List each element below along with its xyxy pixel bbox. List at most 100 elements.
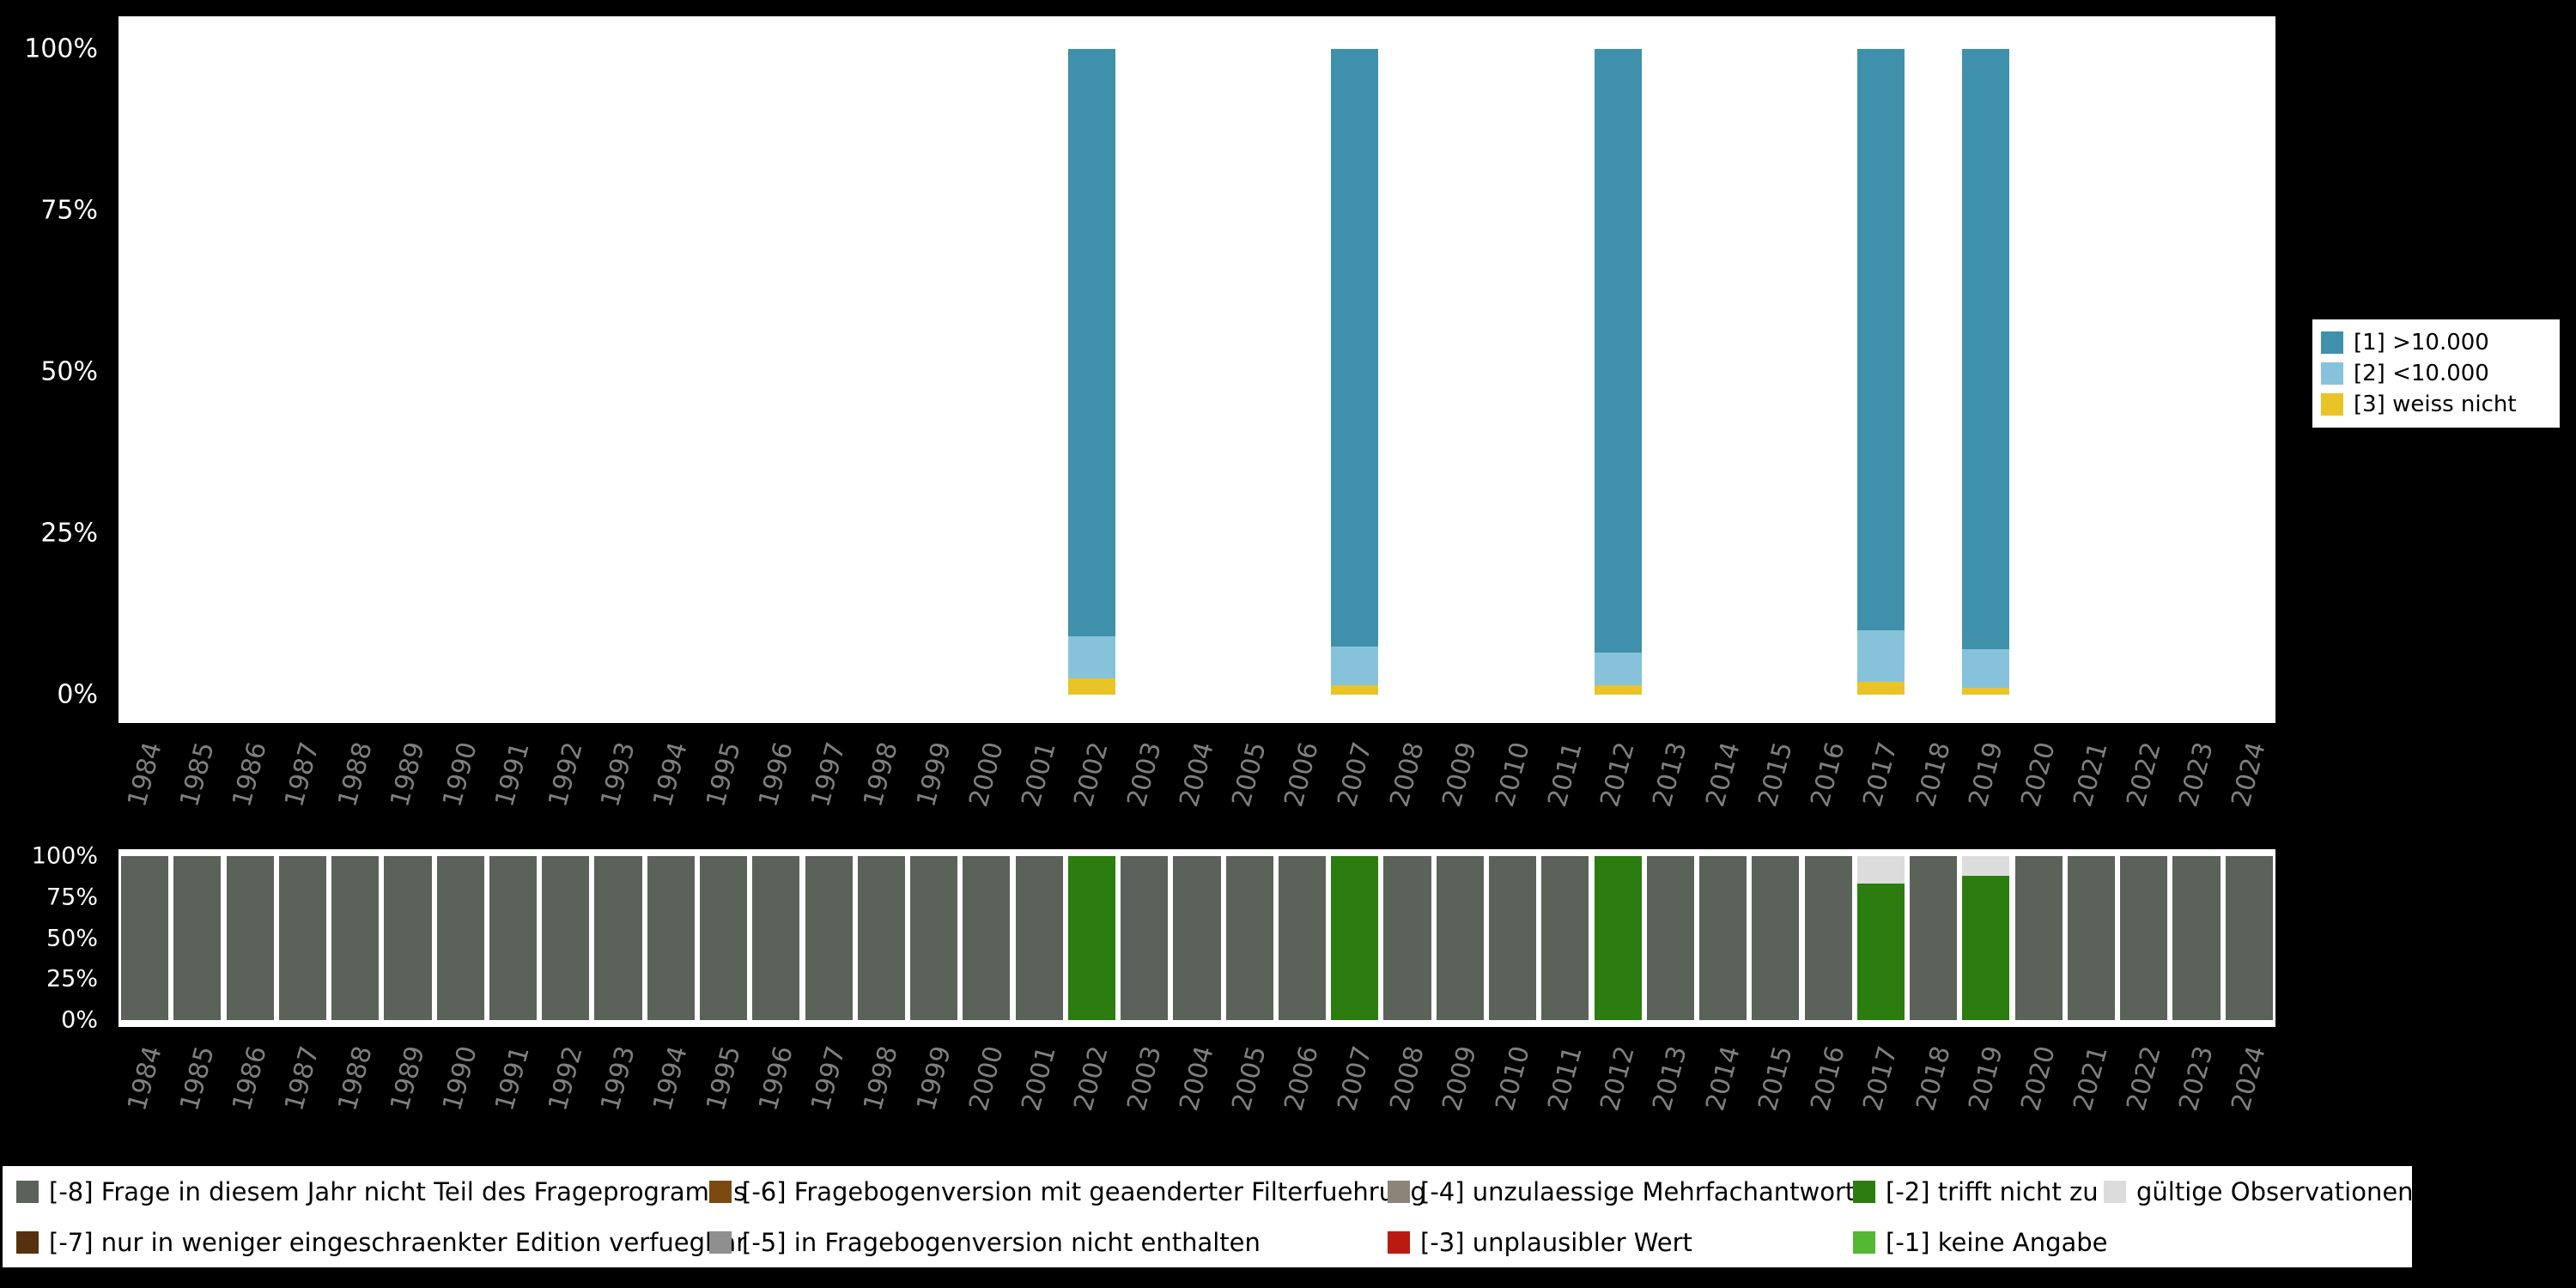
x-label-slot: 2006	[1276, 728, 1328, 824]
stacked-bar-1997	[805, 856, 853, 1020]
y-axis-label: 25%	[40, 518, 98, 549]
stacked-bar-2014	[1699, 856, 1747, 1020]
bar-segment	[1962, 875, 2010, 1020]
bar-slot-1994	[645, 856, 697, 1020]
x-axis-label: 1997	[805, 1042, 852, 1115]
x-label-slot: 2011	[1539, 728, 1591, 824]
legend-swatch-icon	[2321, 331, 2343, 354]
bar-segment	[752, 856, 800, 1020]
x-axis-label: 1993	[595, 738, 641, 811]
bar-segment	[384, 856, 432, 1020]
bar-slot-2024	[2223, 856, 2275, 1020]
stacked-bar-2019	[1962, 49, 2010, 695]
legend-item: [-7] nur in weniger eingeschraenkter Edi…	[16, 1228, 746, 1257]
stacked-bar-1987	[278, 856, 326, 1020]
x-axis-label: 1994	[647, 1042, 695, 1115]
stacked-bar-1985	[173, 856, 222, 1020]
x-label-slot: 1994	[645, 728, 697, 824]
x-label-slot: 1985	[171, 728, 223, 824]
stacked-bar-2000	[963, 856, 1011, 1020]
bar-segment	[1962, 49, 2010, 650]
stacked-bar-1998	[858, 49, 905, 695]
x-axis-label: 2013	[1647, 1042, 1694, 1115]
stacked-bar-2011	[1541, 856, 1589, 1020]
legend-label: [-3] unplausibler Wert	[1420, 1227, 1692, 1257]
bar-slot-2005	[1224, 49, 1276, 695]
bar-segment	[1121, 856, 1169, 1020]
bar-segment	[1015, 856, 1063, 1020]
x-axis-label: 2009	[1437, 738, 1484, 811]
bar-segment	[331, 856, 380, 1020]
bar-segment	[805, 856, 853, 1020]
bar-slot-2000	[960, 856, 1012, 1020]
x-label-slot: 2021	[2065, 728, 2117, 824]
x-axis-label: 1994	[647, 738, 695, 811]
stacked-bar-2002	[1067, 49, 1115, 695]
stacked-bar-2017	[1856, 856, 1905, 1020]
x-label-slot: 1986	[224, 728, 276, 824]
x-label-slot: 2022	[2117, 728, 2170, 824]
x-label-slot: 1991	[487, 728, 539, 824]
x-label-slot: 1988	[329, 1032, 381, 1128]
bar-segment	[1067, 856, 1115, 1020]
x-label-slot: 2024	[2223, 1032, 2275, 1128]
bar-slot-2015	[1749, 49, 1801, 695]
x-axis-label: 2011	[1542, 738, 1589, 811]
bar-segment	[226, 856, 274, 1020]
x-label-slot: 1997	[802, 728, 854, 824]
x-label-slot: 2000	[960, 1032, 1012, 1128]
bar-slot-1989	[381, 49, 434, 695]
stacked-bar-1994	[647, 49, 695, 695]
y-axis-label: 100%	[24, 33, 98, 64]
x-axis-label: 2011	[1542, 1042, 1589, 1115]
x-axis-label: 2007	[1331, 738, 1378, 811]
bar-slot-2017	[1855, 49, 1907, 695]
x-axis-label: 1987	[279, 1042, 326, 1115]
bar-segment	[1173, 856, 1221, 1020]
x-axis-label: 2023	[2173, 738, 2220, 811]
x-axis-label: 2005	[1226, 738, 1273, 811]
stacked-bar-1992	[542, 856, 590, 1020]
bar-slot-2014	[1697, 856, 1749, 1020]
x-axis-label: 2016	[1805, 738, 1851, 811]
legend-item: [-5] in Fragebogenversion nicht enthalte…	[709, 1228, 1388, 1257]
value-legend: [1] >10.000 [2] <10.000 [3] weiss nicht	[2312, 319, 2560, 428]
x-label-slot: 2020	[2013, 728, 2065, 824]
upper-chart-bars	[118, 49, 2275, 695]
stacked-bar-1993	[594, 856, 642, 1020]
legend-swatch-icon	[2321, 393, 2343, 416]
stacked-bar-2012	[1594, 856, 1642, 1020]
bar-slot-2005	[1224, 856, 1276, 1020]
stacked-bar-2020	[2015, 49, 2063, 695]
stacked-bar-2023	[2172, 856, 2221, 1020]
bar-segment	[2067, 856, 2116, 1020]
bar-segment	[1067, 678, 1115, 695]
legend-swatch-icon	[16, 1230, 39, 1254]
x-label-slot: 2023	[2170, 1032, 2222, 1128]
legend-label: [-5] in Fragebogenversion nicht enthalte…	[742, 1227, 1261, 1257]
stacked-bar-2008	[1383, 49, 1431, 695]
x-label-slot: 2017	[1855, 1032, 1907, 1128]
stacked-bar-1987	[279, 49, 326, 695]
x-axis-label: 2001	[1016, 738, 1062, 811]
x-label-slot: 2021	[2065, 1032, 2117, 1128]
x-label-slot: 1987	[276, 1032, 329, 1128]
x-label-slot: 1991	[487, 1032, 539, 1128]
x-axis-label: 2008	[1384, 738, 1431, 811]
x-axis-label: 1991	[489, 1042, 537, 1115]
x-axis-label: 2009	[1437, 1042, 1484, 1115]
x-label-slot: 2022	[2117, 1032, 2170, 1128]
bar-slot-2004	[1170, 49, 1223, 695]
stacked-bar-2022	[2120, 856, 2168, 1020]
bar-slot-2018	[1907, 49, 1959, 695]
x-axis-label: 1991	[489, 738, 537, 811]
bar-slot-2012	[1591, 856, 1643, 1020]
x-axis-label: 2014	[1699, 738, 1747, 811]
x-label-slot: 1990	[434, 728, 487, 824]
missing-codes-legend: [-8] Frage in diesem Jahr nicht Teil des…	[3, 1166, 2414, 1267]
stacked-bar-1995	[700, 49, 747, 695]
bar-segment	[1962, 649, 2010, 689]
bar-segment	[1331, 684, 1379, 695]
x-axis-label: 1990	[437, 738, 484, 811]
